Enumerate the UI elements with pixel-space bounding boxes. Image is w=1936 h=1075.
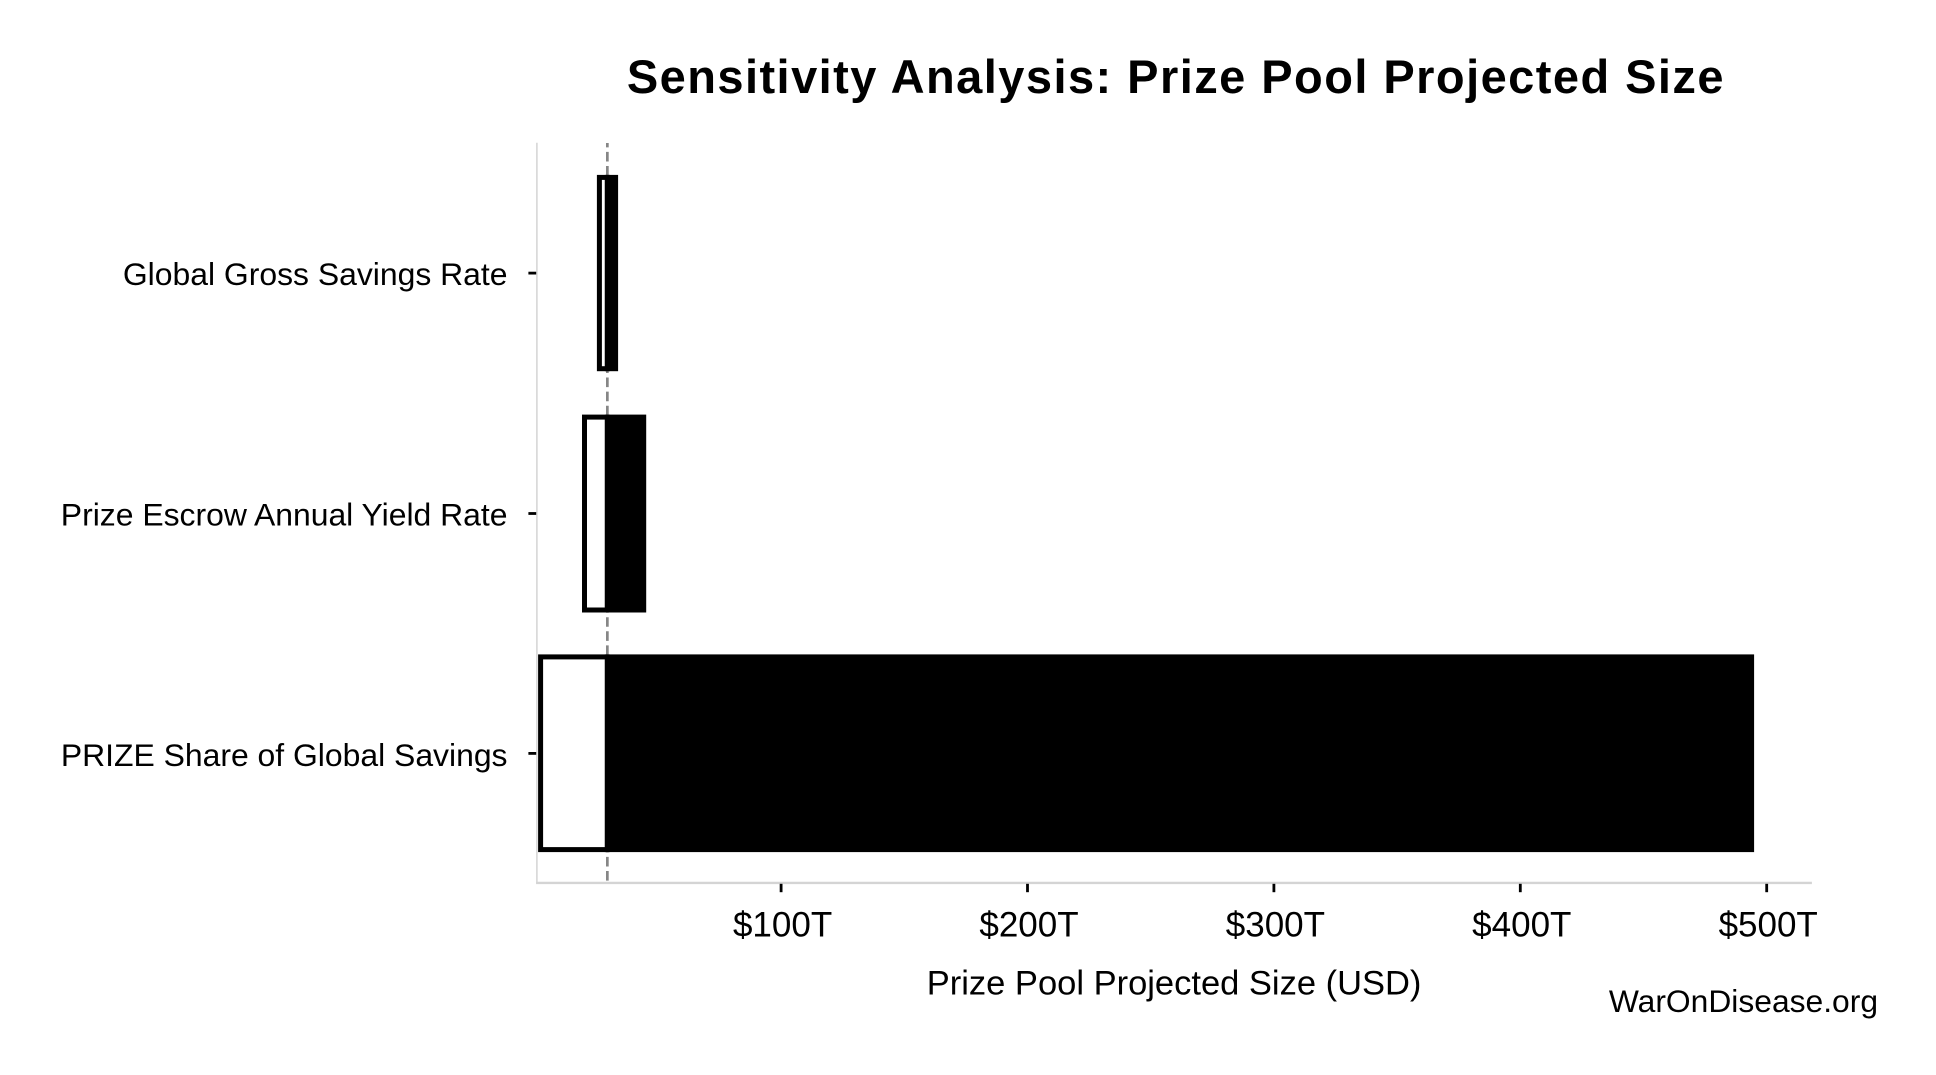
svg-text:Global Gross Savings Rate: Global Gross Savings Rate: [123, 256, 508, 292]
svg-text:PRIZE Share of Global Savings: PRIZE Share of Global Savings: [61, 737, 508, 773]
svg-text:Prize Pool Projected Size (USD: Prize Pool Projected Size (USD): [927, 965, 1422, 1003]
svg-text:$100T: $100T: [733, 906, 832, 945]
svg-text:Prize Escrow Annual Yield Rate: Prize Escrow Annual Yield Rate: [61, 497, 508, 533]
svg-text:WarOnDisease.org: WarOnDisease.org: [1609, 983, 1878, 1019]
svg-text:$300T: $300T: [1226, 906, 1325, 945]
svg-text:$200T: $200T: [979, 906, 1078, 945]
svg-text:$400T: $400T: [1472, 906, 1571, 945]
svg-text:Sensitivity Analysis: Prize Po: Sensitivity Analysis: Prize Pool Project…: [627, 50, 1725, 103]
svg-text:$500T: $500T: [1719, 906, 1818, 945]
